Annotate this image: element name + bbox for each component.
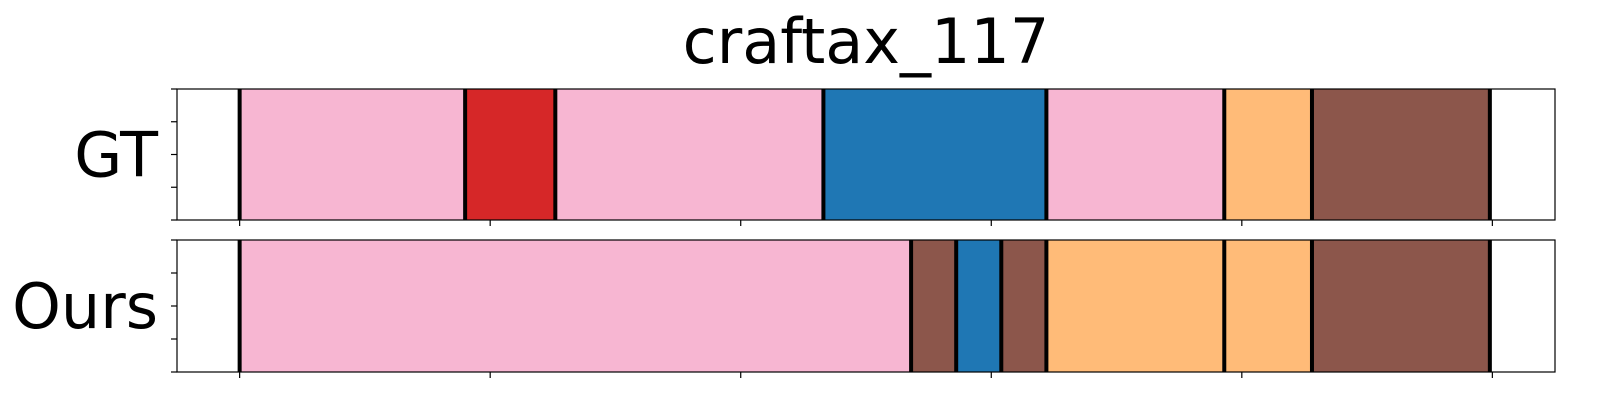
segment-ours-2 <box>956 240 1002 372</box>
segment-gt-3 <box>823 89 1047 220</box>
segment-ours-1 <box>911 240 957 372</box>
segment-gt-4 <box>1046 89 1225 220</box>
segment-gt-2 <box>555 89 824 220</box>
segment-gt-0 <box>239 89 466 220</box>
chart-title: craftax_117 <box>683 5 1050 78</box>
segment-gt-1 <box>465 89 556 220</box>
row-label-ours: Ours <box>12 270 158 343</box>
segment-ours-3 <box>1001 240 1047 372</box>
segment-ours-0 <box>239 240 912 372</box>
segment-gt-5 <box>1224 89 1312 220</box>
row-label-gt: GT <box>74 119 159 192</box>
segment-gt-6 <box>1311 89 1490 220</box>
segment-ours-6 <box>1311 240 1490 372</box>
timeline-row-ours: Ours <box>12 239 1556 378</box>
timeline-row-gt: GT <box>74 88 1556 226</box>
segment-ours-4 <box>1046 240 1225 372</box>
timeline-rows: GT Ours <box>12 88 1556 378</box>
segment-ours-5 <box>1224 240 1312 372</box>
